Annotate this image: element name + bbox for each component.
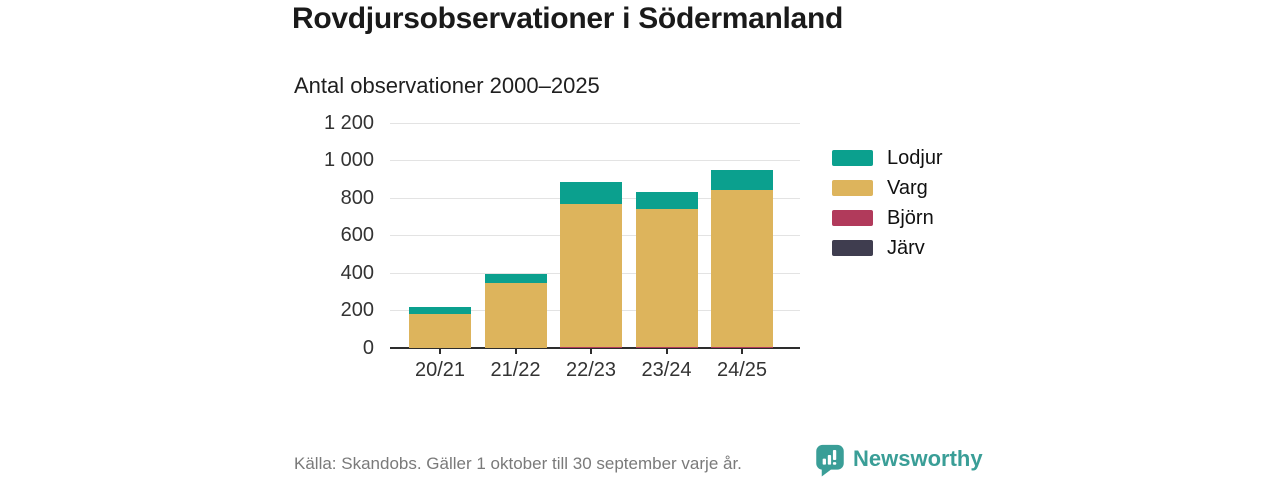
legend-item-bjrn: Björn xyxy=(832,203,943,233)
gridline xyxy=(390,160,800,162)
x-tick-mark xyxy=(741,348,743,354)
legend-swatch xyxy=(832,240,873,256)
gridline xyxy=(390,122,800,124)
bar-segment-varg xyxy=(635,209,698,348)
source-note: Källa: Skandobs. Gäller 1 oktober till 3… xyxy=(294,454,742,473)
bar-segment-varg xyxy=(409,314,471,348)
legend-swatch xyxy=(832,180,873,196)
legend-label: Varg xyxy=(887,176,928,199)
bar-segment-lodjur xyxy=(635,191,698,210)
legend-label: Lodjur xyxy=(887,146,943,169)
x-tick-mark xyxy=(665,348,668,354)
bar-segment-bjrn xyxy=(711,347,773,348)
x-tick-mark xyxy=(439,348,441,354)
y-tick-label: 1 200 xyxy=(323,111,374,134)
y-tick-label: 1 000 xyxy=(323,149,374,172)
bar-segment-lodjur xyxy=(484,274,547,284)
bar-segment-lodjur xyxy=(409,306,471,315)
legend-swatch xyxy=(832,150,873,166)
y-tick-label: 600 xyxy=(340,224,374,247)
legend-item-jrv: Järv xyxy=(832,233,943,263)
chart-subtitle: Antal observationer 2000–2025 xyxy=(294,73,600,98)
legend-label: Björn xyxy=(887,206,934,229)
x-tick-label: 23/24 xyxy=(641,359,692,381)
x-tick-mark xyxy=(514,348,517,354)
x-tick-label: 20/21 xyxy=(414,359,466,381)
newsworthy-logo-icon xyxy=(816,444,844,477)
bar-segment-varg xyxy=(711,189,773,348)
y-tick-label: 400 xyxy=(340,261,374,284)
y-tick-label: 200 xyxy=(340,299,374,322)
legend-item-varg: Varg xyxy=(832,173,943,203)
plot-area xyxy=(390,112,800,354)
x-tick-label: 22/23 xyxy=(565,359,617,381)
legend-item-lodjur: Lodjur xyxy=(832,143,943,173)
legend-label: Järv xyxy=(887,236,925,259)
legend: Lodjur Varg Björn Järv xyxy=(832,143,943,263)
bar-segment-varg xyxy=(484,283,547,348)
bar-segment-lodjur xyxy=(560,182,622,204)
y-tick-label: 800 xyxy=(340,186,374,209)
bar-segment-bjrn xyxy=(560,347,622,348)
bar-segment-lodjur xyxy=(711,170,773,190)
bar-segment-varg xyxy=(560,203,622,348)
y-tick-label: 0 xyxy=(362,336,374,359)
chart-title: Rovdjursobservationer i Södermanland xyxy=(292,2,843,35)
x-tick-label: 21/22 xyxy=(490,359,541,381)
newsworthy-logo-text: Newsworthy xyxy=(853,446,983,471)
x-tick-mark xyxy=(590,348,592,354)
x-tick-label: 24/25 xyxy=(716,359,768,381)
x-axis-line xyxy=(390,347,800,349)
bar-segment-bjrn xyxy=(635,347,698,348)
legend-swatch xyxy=(832,210,873,226)
newsworthy-logo: Newsworthy xyxy=(815,444,983,477)
